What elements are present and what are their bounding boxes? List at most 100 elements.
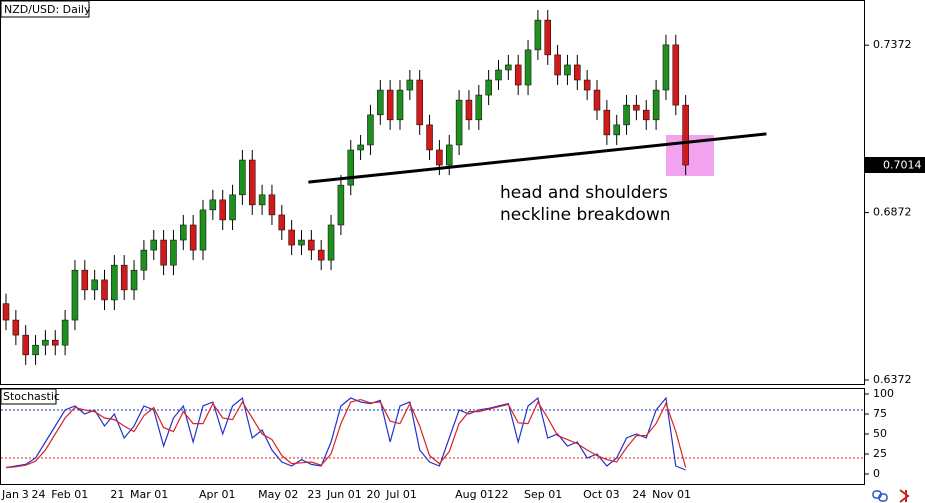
candle-body (583, 79, 591, 91)
candle-body (377, 89, 384, 116)
stochastic-line (5, 396, 686, 471)
candle-body (219, 199, 226, 221)
candle-body (446, 144, 453, 166)
candle-body (514, 64, 522, 86)
candle-body (111, 264, 118, 301)
candle-body (682, 104, 689, 166)
candle-body (288, 229, 295, 246)
candle-body (652, 89, 660, 121)
candle-body (140, 249, 148, 271)
neckline (308, 132, 767, 184)
chart-title: NZD/USD: Daily (4, 3, 91, 16)
candle-body (426, 124, 433, 151)
y-tick-label: 50 (873, 427, 887, 440)
y-tick-label: 100 (873, 387, 894, 400)
candle-body (160, 239, 167, 266)
candle-body (101, 279, 108, 301)
candle-body (268, 194, 276, 216)
candle-body (130, 269, 138, 291)
y-tick-label: 75 (873, 407, 887, 420)
x-tick-label: Jun 01 (326, 488, 362, 501)
link-icon[interactable] (878, 493, 888, 502)
x-tick-label: 21 (110, 488, 124, 501)
candle-body (367, 114, 374, 146)
candle-body (662, 44, 670, 91)
annotation: head and shoulders (500, 183, 668, 203)
candle-body (278, 214, 286, 231)
candle-body (12, 319, 20, 336)
y-tick-label: 0.7372 (873, 38, 912, 51)
candle-body (61, 319, 69, 346)
y-tick-label: 0 (873, 467, 880, 480)
candle-body (258, 194, 266, 206)
candle-body (337, 184, 345, 226)
last-price-label: 0.7014 (883, 159, 922, 172)
candle-body (406, 79, 414, 91)
candle-body (564, 64, 571, 76)
x-tick-label: 3 (22, 488, 29, 501)
candle-body (485, 79, 492, 96)
x-tick-label: Feb 01 (51, 488, 88, 501)
y-tick-label: 25 (873, 447, 887, 460)
stochastic-pane-frame (0, 388, 865, 485)
candle-body (91, 279, 98, 291)
price-pane-frame (0, 0, 865, 385)
x-tick-label: Jul 01 (385, 488, 417, 501)
candle-body (436, 149, 443, 166)
last-price-box (865, 157, 925, 173)
candle-body (386, 89, 394, 121)
candle-body (396, 89, 404, 121)
candle-body (298, 239, 305, 246)
x-tick-label: Nov 01 (652, 488, 691, 501)
candle-body (593, 89, 601, 111)
candle-body (150, 239, 157, 251)
candle-body (455, 99, 463, 146)
candle-body (22, 334, 29, 356)
candle-body (199, 209, 207, 251)
candle-body (120, 264, 128, 291)
candle-body (239, 159, 246, 196)
x-tick-label: May 02 (258, 488, 298, 501)
candle-body (505, 64, 512, 71)
candle-body (229, 194, 236, 221)
candle-body (347, 149, 354, 186)
x-tick-label: 22 (495, 488, 509, 501)
candle-body (524, 49, 532, 86)
candle-body (327, 224, 335, 261)
candle-body (71, 269, 79, 321)
candle-body (475, 94, 483, 121)
candle-body (574, 64, 581, 81)
candle-body (2, 303, 10, 321)
candle-body (544, 19, 551, 56)
x-tick-label: 24 (32, 488, 46, 501)
candle-body (209, 199, 217, 211)
x-tick-label: 20 (366, 488, 380, 501)
candle-body (554, 54, 561, 76)
arrow-icon[interactable] (899, 489, 910, 503)
candle-body (416, 79, 423, 126)
candle-body (643, 109, 650, 121)
x-tick-label: 23 (307, 488, 321, 501)
candle-body (32, 344, 39, 356)
annotation: neckline breakdown (500, 205, 671, 225)
x-tick-label: Apr 01 (199, 488, 236, 501)
indicator-box (0, 388, 57, 405)
candle-body (633, 104, 640, 111)
candle-body (317, 249, 325, 261)
candle-body (603, 109, 611, 136)
candle-body (465, 99, 473, 121)
indicator-title: Stochastic (3, 390, 60, 403)
x-tick-label: Sep 01 (524, 488, 562, 501)
candle-body (52, 339, 59, 346)
x-tick-label: 24 (632, 488, 646, 501)
x-tick-label: Oct 03 (583, 488, 620, 501)
toolbar-icons[interactable] (872, 489, 910, 503)
y-tick-label: 0.6372 (873, 373, 912, 386)
candle-body (534, 19, 542, 51)
candle-body (672, 44, 680, 106)
candle-body (623, 104, 630, 126)
x-tick-label: Jan (1, 488, 19, 501)
candle-body (249, 159, 256, 206)
